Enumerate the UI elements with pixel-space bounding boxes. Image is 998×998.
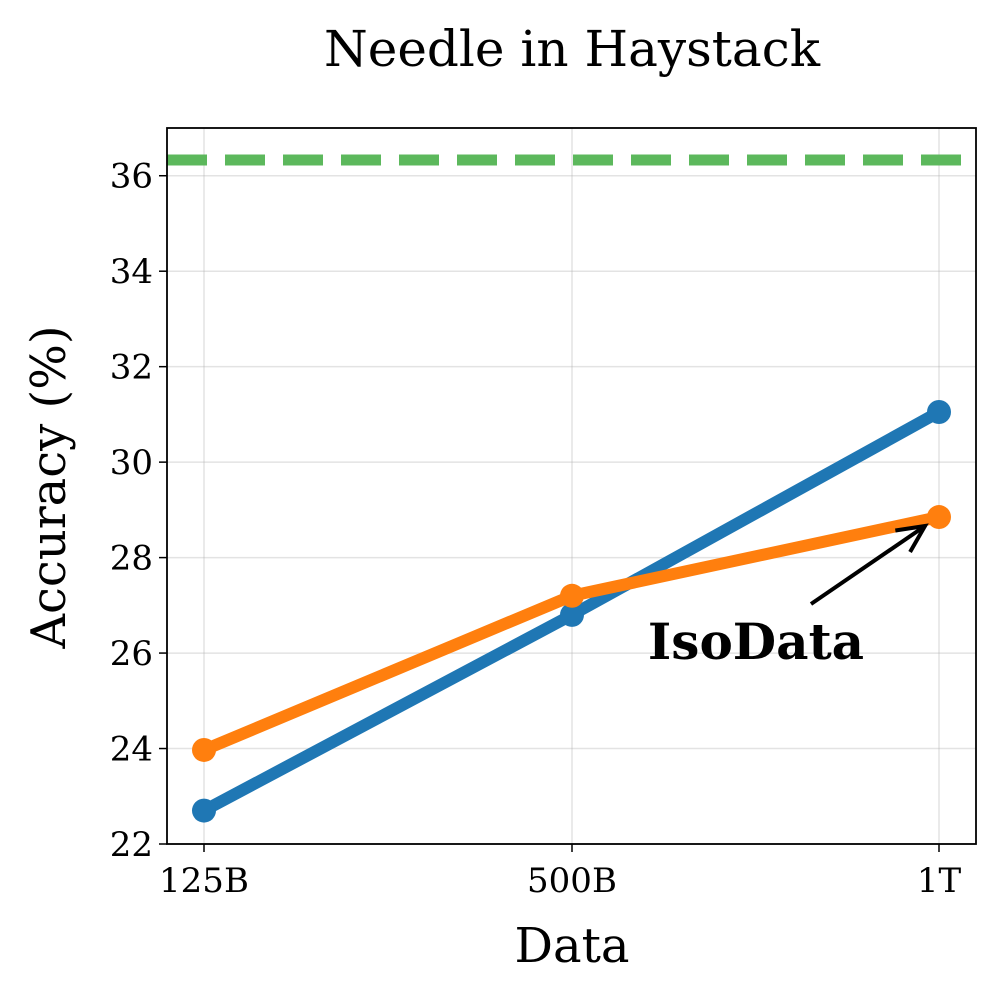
series-2-point [560, 583, 584, 608]
series-1-point [192, 798, 216, 823]
series-2-point [192, 737, 216, 762]
y-axis-label: Accuracy (%) [21, 325, 77, 649]
y-tick-label: 22 [110, 825, 153, 865]
series-1-point [927, 400, 951, 425]
annotation-arrowhead [895, 523, 929, 554]
y-tick-label: 30 [110, 443, 153, 483]
series-1-point [560, 602, 584, 627]
annotation-layer: IsoData [648, 523, 929, 671]
x-axis-ticks: 125B 500B 1T [159, 844, 961, 901]
series-2-point [927, 505, 951, 530]
y-tick-label: 34 [110, 252, 153, 292]
series-layer [192, 400, 951, 823]
y-tick-label: 36 [110, 157, 153, 197]
annotation-arrow [809, 524, 927, 606]
grid-layer [167, 128, 976, 845]
y-tick-label: 32 [110, 348, 153, 388]
y-tick-label: 28 [110, 539, 153, 579]
y-tick-label: 26 [110, 634, 153, 674]
y-axis-ticks: 22 24 26 28 30 32 34 36 [110, 157, 167, 865]
x-axis-label: Data [514, 918, 629, 974]
chart-title: Needle in Haystack [324, 20, 821, 78]
annotation-label: IsoData [648, 612, 864, 671]
x-tick-label: 125B [159, 861, 249, 901]
x-tick-label: 1T [917, 861, 962, 901]
y-tick-label: 24 [110, 730, 153, 770]
x-tick-label: 500B [527, 861, 617, 901]
